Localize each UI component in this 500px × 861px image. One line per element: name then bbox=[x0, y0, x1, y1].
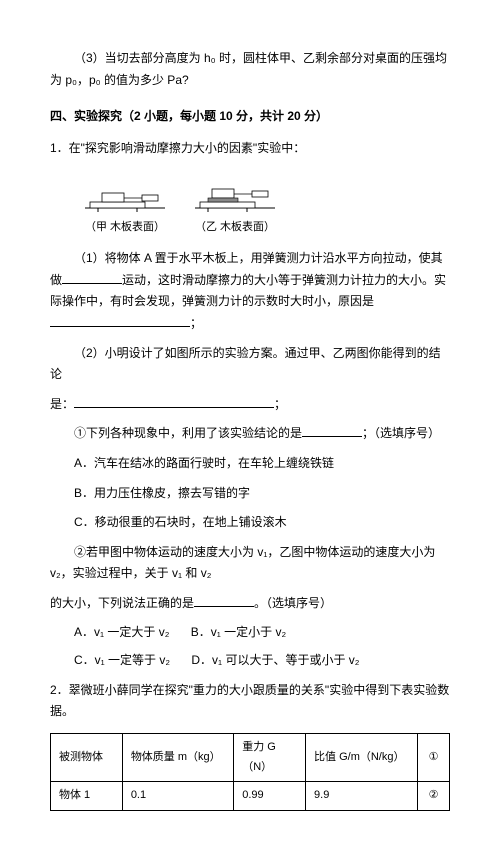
q1-suffix: ；（选填序号） bbox=[362, 426, 440, 440]
setup-a-svg bbox=[80, 174, 170, 214]
p2-text-a: （2）小明设计了如图所示的实验方案。通过甲、乙两图你能得到的结论 bbox=[50, 346, 441, 382]
td-1: 0.1 bbox=[122, 782, 233, 811]
th-2: 重力 G（N） bbox=[234, 733, 306, 782]
p2-text-b: 是： bbox=[50, 397, 74, 411]
data-table: 被测物体 物体质量 m（kg） 重力 G（N） 比值 G/m（N/kg） ① 物… bbox=[50, 733, 450, 811]
exp1-q1: ①下列各种现象中，利用了该实验结论的是 ；（选填序号） bbox=[50, 423, 450, 445]
exp1-p2b: 是： ； bbox=[50, 394, 450, 416]
td-4: ② bbox=[418, 782, 450, 811]
option-c: C．移动很重的石块时，在地上铺设滚木 bbox=[50, 512, 450, 534]
question-3: （3）当切去部分高度为 h₀ 时，圆柱体甲、乙剩余部分对桌面的压强均为 p₀，p… bbox=[50, 48, 450, 91]
p2-text-c: ； bbox=[274, 397, 286, 411]
caption-b: （乙 木板表面） bbox=[195, 218, 275, 238]
experiment-figure: （甲 木板表面） （乙 木板表面） bbox=[80, 174, 450, 238]
exp1-q2b: 的大小，下列说法正确的是 。（选填序号） bbox=[50, 593, 450, 615]
opt2-a: A．v₁ 一定大于 v₂ bbox=[74, 622, 169, 644]
blank-2 bbox=[50, 314, 190, 327]
opt2-c: C．v₁ 一定等于 v₂ bbox=[74, 650, 170, 672]
blank-3 bbox=[74, 395, 274, 408]
td-3: 9.9 bbox=[306, 782, 418, 811]
th-4: ① bbox=[418, 733, 450, 782]
table-header-row: 被测物体 物体质量 m（kg） 重力 G（N） 比值 G/m（N/kg） ① bbox=[51, 733, 450, 782]
option-b: B．用力压住橡皮，擦去写错的字 bbox=[50, 483, 450, 505]
blank-1 bbox=[62, 271, 122, 284]
exp1-intro: 1．在"探究影响滑动摩擦力大小的因素"实验中： bbox=[50, 138, 450, 160]
th-3: 比值 G/m（N/kg） bbox=[306, 733, 418, 782]
setup-a: （甲 木板表面） bbox=[80, 174, 170, 238]
q1-label: ①下列各种现象中，利用了该实验结论的是 bbox=[74, 426, 302, 440]
setup-b: （乙 木板表面） bbox=[190, 174, 280, 238]
options-row1: A．v₁ 一定大于 v₂ B．v₁ 一定小于 v₂ bbox=[74, 622, 450, 644]
exp1-q2a: ②若甲图中物体运动的速度大小为 v₁，乙图中物体运动的速度大小为 v₂，实验过程… bbox=[50, 542, 450, 585]
td-0: 物体 1 bbox=[51, 782, 123, 811]
option-a: A．汽车在结冰的路面行驶时，在车轮上缠绕铁链 bbox=[50, 453, 450, 475]
caption-a: （甲 木板表面） bbox=[85, 218, 165, 238]
q2b-text: 的大小，下列说法正确的是 bbox=[50, 596, 194, 610]
table-row: 物体 1 0.1 0.99 9.9 ② bbox=[51, 782, 450, 811]
td-2: 0.99 bbox=[234, 782, 306, 811]
options-row2: C．v₁ 一定等于 v₂ D．v₁ 可以大于、等于或小于 v₂ bbox=[74, 650, 450, 672]
q2-suffix: 。（选填序号） bbox=[254, 596, 332, 610]
opt2-d: D．v₁ 可以大于、等于或小于 v₂ bbox=[191, 650, 359, 672]
opt2-b: B．v₁ 一定小于 v₂ bbox=[191, 622, 286, 644]
th-0: 被测物体 bbox=[51, 733, 123, 782]
section-4-title: 四、实验探究（2 小题，每小题 10 分，共计 20 分） bbox=[50, 106, 450, 128]
setup-b-svg bbox=[190, 174, 280, 214]
exp2-intro: 2．翠微班小薛同学在探究"重力的大小跟质量的关系"实验中得到下表实验数据。 bbox=[50, 680, 450, 723]
blank-4 bbox=[302, 424, 362, 437]
blank-5 bbox=[194, 594, 254, 607]
th-1: 物体质量 m（kg） bbox=[122, 733, 233, 782]
p1-text-c: ； bbox=[190, 316, 202, 330]
exp1-p1: （1）将物体 A 置于水平木板上，用弹簧测力计沿水平方向拉动，使其做运动，这时滑… bbox=[50, 248, 450, 334]
exp1-p2: （2）小明设计了如图所示的实验方案。通过甲、乙两图你能得到的结论 bbox=[50, 343, 450, 386]
